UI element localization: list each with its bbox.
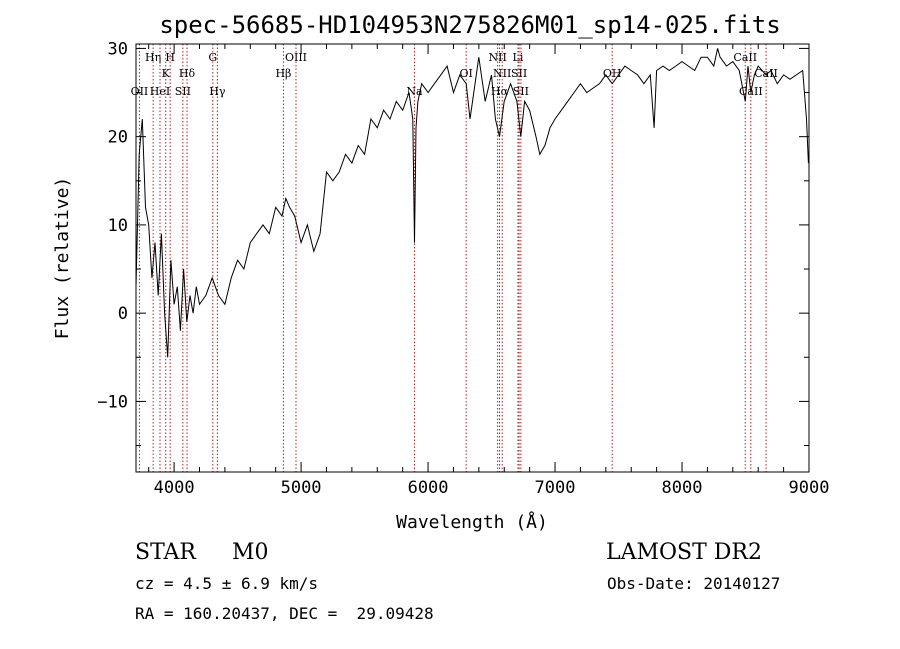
spectral-line-label: CaII xyxy=(754,67,778,80)
spectral-line-markers xyxy=(138,44,767,472)
spectral-line-label: SII xyxy=(175,85,191,98)
spectral-line-label: SII xyxy=(511,67,527,80)
spectral-line-labels: OIIHηKHeIHSIIHδGHγHβOIIINaOINIIHαNIILiSI… xyxy=(131,51,778,98)
y-tick-label: 0 xyxy=(118,304,128,324)
y-tick-label: −10 xyxy=(97,392,128,412)
spectral-line-label: OH xyxy=(603,67,622,80)
plot-frame xyxy=(135,43,810,473)
spectrum-line xyxy=(136,48,809,358)
object-class: STAR M0 xyxy=(135,540,269,565)
spectral-line-label: Hη xyxy=(145,51,161,64)
obs-date-text: Obs-Date: 20140127 xyxy=(607,574,781,593)
spectral-line-label: NII xyxy=(488,51,506,64)
y-tick-label: 10 xyxy=(108,216,128,236)
spectral-line-label: G xyxy=(208,51,217,64)
spectral-line-label: SII xyxy=(513,85,529,98)
subclass-label: M0 xyxy=(232,540,269,565)
spectral-line-label: Hβ xyxy=(275,67,291,80)
spectral-line-label: K xyxy=(162,67,171,80)
x-tick-label: 7000 xyxy=(535,478,576,498)
plot-area xyxy=(136,48,809,358)
y-tick-label: 20 xyxy=(108,128,128,148)
spectral-line-label: H xyxy=(165,51,175,64)
x-tick-label: 8000 xyxy=(662,478,703,498)
spectral-line-label: Hδ xyxy=(179,67,196,80)
coordinates-text: RA = 160.20437, DEC = 29.09428 xyxy=(135,604,434,623)
chart-title: spec-56685-HD104953N275826M01_sp14-025.f… xyxy=(159,11,780,39)
spectral-line-label: OI xyxy=(459,67,472,80)
x-tick-label: 6000 xyxy=(408,478,449,498)
redshift-text: cz = 4.5 ± 6.9 km/s xyxy=(135,574,319,593)
survey-name: LAMOST DR2 xyxy=(606,540,762,565)
axis-ticks: 4000 5000 6000 7000 8000 9000 −10 0 10 20 30 xyxy=(97,39,829,498)
y-axis-label: Flux (relative) xyxy=(52,177,73,340)
y-tick-label: 30 xyxy=(108,39,128,59)
spectral-line-label: NII xyxy=(493,67,511,80)
x-axis-label: Wavelength (Å) xyxy=(396,511,548,533)
x-tick-label: 4000 xyxy=(154,478,195,498)
spectral-line-label: Hα xyxy=(491,85,509,98)
x-tick-label: 9000 xyxy=(789,478,830,498)
spectral-line-label: OIII xyxy=(285,51,307,64)
spectral-line-label: HeI xyxy=(150,85,170,98)
spectral-line-label: CaII xyxy=(733,51,757,64)
class-label: STAR xyxy=(135,540,196,565)
spectral-line-label: OII xyxy=(131,85,149,98)
spectrum-chart: spec-56685-HD104953N275826M01_sp14-025.f… xyxy=(52,11,829,533)
spectral-line-label: Li xyxy=(513,51,524,64)
spectral-line-label: Hγ xyxy=(209,85,226,98)
x-tick-label: 5000 xyxy=(281,478,322,498)
